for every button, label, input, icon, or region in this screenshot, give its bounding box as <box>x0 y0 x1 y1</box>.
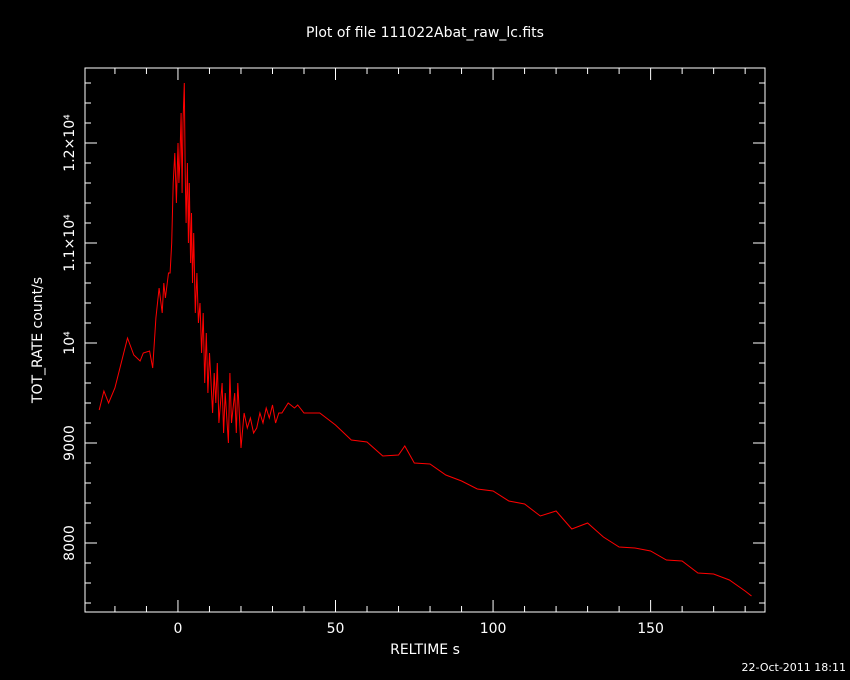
y-tick-label: 1.1×10⁴ <box>62 214 78 272</box>
y-tick-label: 1.2×10⁴ <box>62 114 78 172</box>
x-axis-label: RELTIME s <box>390 642 460 658</box>
x-tick-label: 50 <box>327 621 345 637</box>
y-axis-label: TOT_RATE count/s <box>30 277 46 404</box>
y-tick-label: 10⁴ <box>62 331 78 355</box>
x-tick-label: 150 <box>637 621 664 637</box>
y-tick-label: 9000 <box>62 425 78 461</box>
chart-title: Plot of file 111022Abat_raw_lc.fits <box>306 25 544 41</box>
y-tick-label: 8000 <box>62 525 78 561</box>
data-line <box>98 82 752 597</box>
x-tick-label: 100 <box>480 621 507 637</box>
plot-frame <box>84 67 766 613</box>
x-tick-label: 0 <box>173 621 182 637</box>
timestamp: 22-Oct-2011 18:11 <box>742 661 846 674</box>
